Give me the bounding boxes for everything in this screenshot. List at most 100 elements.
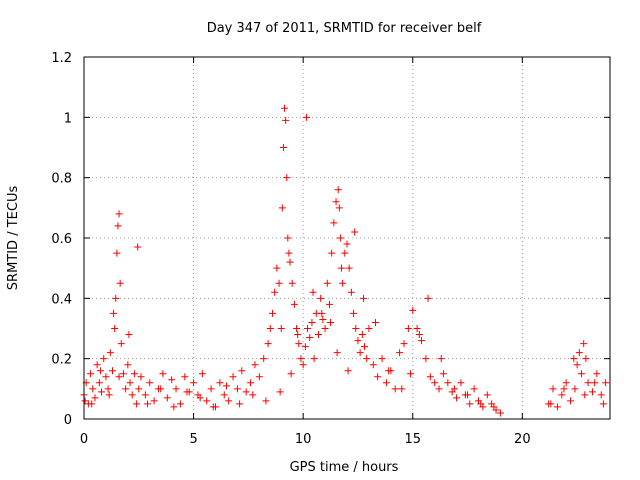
data-point [318, 309, 326, 317]
data-point [278, 204, 286, 212]
data-point [580, 340, 588, 348]
data-point [378, 355, 386, 363]
data-point [119, 370, 127, 378]
data-point [110, 309, 118, 317]
data-point [359, 294, 367, 302]
data-point [87, 370, 95, 378]
data-point [198, 370, 206, 378]
data-point [111, 325, 119, 332]
data-point [332, 198, 340, 206]
y-tick-label: 0.6 [51, 232, 72, 247]
data-point [404, 325, 412, 332]
data-point [457, 379, 465, 387]
data-point [207, 385, 215, 393]
data-point [134, 243, 142, 251]
data-point [588, 388, 596, 396]
data-point [374, 373, 382, 381]
data-point [236, 400, 244, 408]
data-point [116, 279, 124, 287]
data-point [108, 367, 116, 375]
data-point [271, 288, 279, 296]
data-point [150, 397, 158, 405]
data-point [435, 385, 443, 393]
data-point [141, 391, 149, 399]
data-point [306, 334, 314, 342]
x-tick-label: 10 [295, 432, 312, 447]
data-point [262, 397, 270, 405]
data-point [400, 340, 408, 348]
data-point [130, 370, 138, 378]
data-point [183, 388, 191, 396]
data-point [124, 361, 132, 369]
data-point [558, 391, 566, 399]
data-point [222, 382, 230, 390]
data-point [396, 349, 404, 357]
data-point [354, 337, 362, 345]
data-point [157, 385, 165, 393]
data-point [93, 361, 101, 369]
data-point [584, 379, 592, 387]
data-point [128, 391, 136, 399]
data-point [196, 394, 204, 402]
data-point [571, 385, 579, 393]
data-point [310, 355, 318, 363]
data-point [573, 361, 581, 369]
data-point [163, 394, 171, 402]
data-point [203, 397, 211, 405]
data-point [560, 385, 568, 393]
data-point [294, 331, 302, 339]
data-point [582, 355, 590, 363]
data-point [315, 331, 323, 339]
x-axis: 0 5 10 15 20 [80, 57, 531, 447]
data-point [356, 349, 364, 357]
data-point [575, 349, 583, 357]
data-point [365, 325, 373, 332]
data-point [418, 337, 426, 345]
data-point [275, 279, 283, 287]
data-point [88, 400, 96, 408]
data-point [371, 318, 379, 326]
data-point [279, 144, 287, 151]
data-point [330, 219, 338, 227]
data-point [453, 394, 461, 402]
data-point [251, 361, 259, 369]
data-point [247, 379, 255, 387]
data-point [407, 370, 415, 378]
data-point [304, 325, 312, 332]
data-point [91, 394, 99, 402]
data-point [398, 385, 406, 393]
data-point [409, 306, 417, 314]
data-point [325, 300, 333, 308]
y-axis-label: SRMTID / TECUs [6, 186, 21, 291]
data-point [290, 300, 298, 308]
data-point [81, 397, 89, 405]
data-point [133, 400, 141, 408]
y-tick-label: 0.8 [51, 172, 72, 187]
data-point [115, 210, 123, 218]
data-point [338, 264, 346, 272]
data-point [293, 325, 301, 332]
data-point [297, 355, 305, 363]
data-point [483, 391, 491, 399]
data-point [567, 397, 575, 405]
data-point [190, 379, 198, 387]
data-point [343, 240, 351, 248]
data-point [382, 379, 390, 387]
data-point [477, 400, 485, 408]
data-point [135, 385, 143, 393]
data-point [98, 388, 106, 396]
data-point [105, 391, 113, 399]
data-point [282, 116, 290, 124]
data-point [466, 400, 474, 408]
data-point [288, 279, 296, 287]
data-point [176, 400, 184, 408]
data-point [242, 388, 250, 396]
y-tick-label: 1 [64, 111, 72, 126]
data-point [549, 385, 557, 393]
data-point [570, 355, 578, 363]
data-point [470, 385, 478, 393]
data-point [273, 264, 281, 272]
data-point [284, 234, 292, 242]
